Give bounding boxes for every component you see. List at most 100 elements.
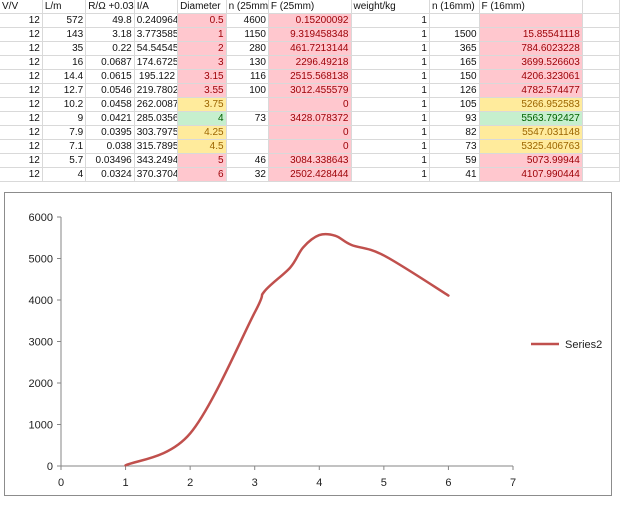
cell-n25[interactable] bbox=[226, 97, 269, 112]
cell-f16[interactable]: 3699.526603 bbox=[479, 55, 583, 70]
cell-n16[interactable]: 41 bbox=[429, 167, 480, 182]
cell-length[interactable]: 14.4 bbox=[42, 69, 87, 84]
cell-n16[interactable]: 82 bbox=[429, 125, 480, 140]
cell-current[interactable]: 303.7975 bbox=[134, 125, 179, 140]
cell-n25[interactable]: 73 bbox=[226, 111, 269, 126]
cell-empty[interactable] bbox=[582, 125, 620, 140]
cell-n16[interactable]: 93 bbox=[429, 111, 480, 126]
cell-f16[interactable]: 4206.323061 bbox=[479, 69, 583, 84]
series-line[interactable] bbox=[124, 232, 450, 467]
header-cell-weight[interactable]: weight/kg bbox=[351, 0, 430, 14]
cell-n25[interactable]: 46 bbox=[226, 153, 269, 168]
cell-f25[interactable]: 3428.078372 bbox=[268, 111, 352, 126]
cell-f16[interactable]: 5325.406763 bbox=[479, 139, 583, 154]
cell-empty[interactable] bbox=[582, 153, 620, 168]
header-cell-f25[interactable]: F (25mm) bbox=[268, 0, 352, 14]
cell-empty[interactable] bbox=[582, 55, 620, 70]
cell-resistance[interactable]: 3.18 bbox=[85, 27, 135, 42]
cell-f25[interactable]: 0 bbox=[268, 97, 352, 112]
cell-f16[interactable]: 5073.99944 bbox=[479, 153, 583, 168]
cell-current[interactable]: 174.6725 bbox=[134, 55, 179, 70]
cell-diameter[interactable]: 1 bbox=[177, 27, 227, 42]
cell-f25[interactable]: 3012.455579 bbox=[268, 83, 352, 98]
cell-weight[interactable]: 1 bbox=[351, 27, 430, 42]
header-cell-voltage[interactable]: V/V bbox=[0, 0, 43, 14]
cell-f16[interactable] bbox=[479, 13, 583, 28]
cell-current[interactable]: 0.240964 bbox=[134, 13, 179, 28]
header-cell-length[interactable]: L/m bbox=[42, 0, 87, 14]
cell-n16[interactable]: 59 bbox=[429, 153, 480, 168]
cell-weight[interactable]: 1 bbox=[351, 139, 430, 154]
cell-empty[interactable] bbox=[582, 69, 620, 84]
cell-resistance[interactable]: 49.8 bbox=[85, 13, 135, 28]
cell-empty[interactable] bbox=[582, 111, 620, 126]
header-cell-n25[interactable]: n (25mm) bbox=[226, 0, 269, 14]
cell-length[interactable]: 10.2 bbox=[42, 97, 87, 112]
cell-current[interactable]: 3.773585 bbox=[134, 27, 179, 42]
cell-voltage[interactable]: 12 bbox=[0, 41, 43, 56]
cell-n25[interactable]: 280 bbox=[226, 41, 269, 56]
cell-f16[interactable]: 5547.031148 bbox=[479, 125, 583, 140]
cell-diameter[interactable]: 0.5 bbox=[177, 13, 227, 28]
cell-empty[interactable] bbox=[582, 139, 620, 154]
cell-weight[interactable]: 1 bbox=[351, 111, 430, 126]
cell-f25[interactable]: 0.15200092 bbox=[268, 13, 352, 28]
cell-voltage[interactable]: 12 bbox=[0, 111, 43, 126]
cell-diameter[interactable]: 5 bbox=[177, 153, 227, 168]
cell-length[interactable]: 9 bbox=[42, 111, 87, 126]
cell-current[interactable]: 285.0356 bbox=[134, 111, 179, 126]
cell-length[interactable]: 7.9 bbox=[42, 125, 87, 140]
cell-current[interactable]: 262.0087 bbox=[134, 97, 179, 112]
cell-weight[interactable]: 1 bbox=[351, 97, 430, 112]
cell-weight[interactable]: 1 bbox=[351, 69, 430, 84]
cell-f25[interactable]: 461.7213144 bbox=[268, 41, 352, 56]
cell-voltage[interactable]: 12 bbox=[0, 167, 43, 182]
cell-f25[interactable]: 0 bbox=[268, 125, 352, 140]
cell-voltage[interactable]: 12 bbox=[0, 97, 43, 112]
cell-resistance[interactable]: 0.0615 bbox=[85, 69, 135, 84]
cell-empty[interactable] bbox=[582, 13, 620, 28]
cell-length[interactable]: 35 bbox=[42, 41, 87, 56]
cell-f25[interactable]: 3084.338643 bbox=[268, 153, 352, 168]
cell-resistance[interactable]: 0.03496 bbox=[85, 153, 135, 168]
cell-weight[interactable]: 1 bbox=[351, 13, 430, 28]
cell-f16[interactable]: 15.85541118 bbox=[479, 27, 583, 42]
chart-container[interactable]: 0 1000 2000 3000 4000 5000 6000 0 1 2 3 4 5 6 7 Series2 bbox=[4, 192, 612, 496]
cell-length[interactable]: 572 bbox=[42, 13, 87, 28]
cell-diameter[interactable]: 4.25 bbox=[177, 125, 227, 140]
cell-current[interactable]: 54.54545 bbox=[134, 41, 179, 56]
cell-empty[interactable] bbox=[582, 27, 620, 42]
cell-length[interactable]: 4 bbox=[42, 167, 87, 182]
cell-diameter[interactable]: 3.15 bbox=[177, 69, 227, 84]
cell-n25[interactable]: 130 bbox=[226, 55, 269, 70]
cell-n25[interactable]: 1150 bbox=[226, 27, 269, 42]
cell-resistance[interactable]: 0.038 bbox=[85, 139, 135, 154]
cell-n25[interactable]: 100 bbox=[226, 83, 269, 98]
cell-n25[interactable] bbox=[226, 139, 269, 154]
cell-weight[interactable]: 1 bbox=[351, 125, 430, 140]
cell-length[interactable]: 7.1 bbox=[42, 139, 87, 154]
cell-resistance[interactable]: 0.0324 bbox=[85, 167, 135, 182]
cell-current[interactable]: 195.122 bbox=[134, 69, 179, 84]
cell-resistance[interactable]: 0.0546 bbox=[85, 83, 135, 98]
cell-resistance[interactable]: 0.22 bbox=[85, 41, 135, 56]
cell-weight[interactable]: 1 bbox=[351, 153, 430, 168]
cell-f16[interactable]: 5563.792427 bbox=[479, 111, 583, 126]
cell-length[interactable]: 16 bbox=[42, 55, 87, 70]
cell-n16[interactable]: 126 bbox=[429, 83, 480, 98]
cell-length[interactable]: 5.7 bbox=[42, 153, 87, 168]
cell-f25[interactable]: 9.319458348 bbox=[268, 27, 352, 42]
header-cell-resistance[interactable]: R/Ω +0.03 bbox=[85, 0, 135, 14]
cell-diameter[interactable]: 3.55 bbox=[177, 83, 227, 98]
cell-diameter[interactable]: 2 bbox=[177, 41, 227, 56]
cell-diameter[interactable]: 4 bbox=[177, 111, 227, 126]
cell-voltage[interactable]: 12 bbox=[0, 153, 43, 168]
cell-n16[interactable]: 105 bbox=[429, 97, 480, 112]
cell-n16[interactable]: 73 bbox=[429, 139, 480, 154]
cell-empty[interactable] bbox=[582, 41, 620, 56]
cell-empty[interactable] bbox=[582, 83, 620, 98]
cell-length[interactable]: 12.7 bbox=[42, 83, 87, 98]
cell-f16[interactable]: 784.6023228 bbox=[479, 41, 583, 56]
cell-weight[interactable]: 1 bbox=[351, 55, 430, 70]
cell-voltage[interactable]: 12 bbox=[0, 13, 43, 28]
